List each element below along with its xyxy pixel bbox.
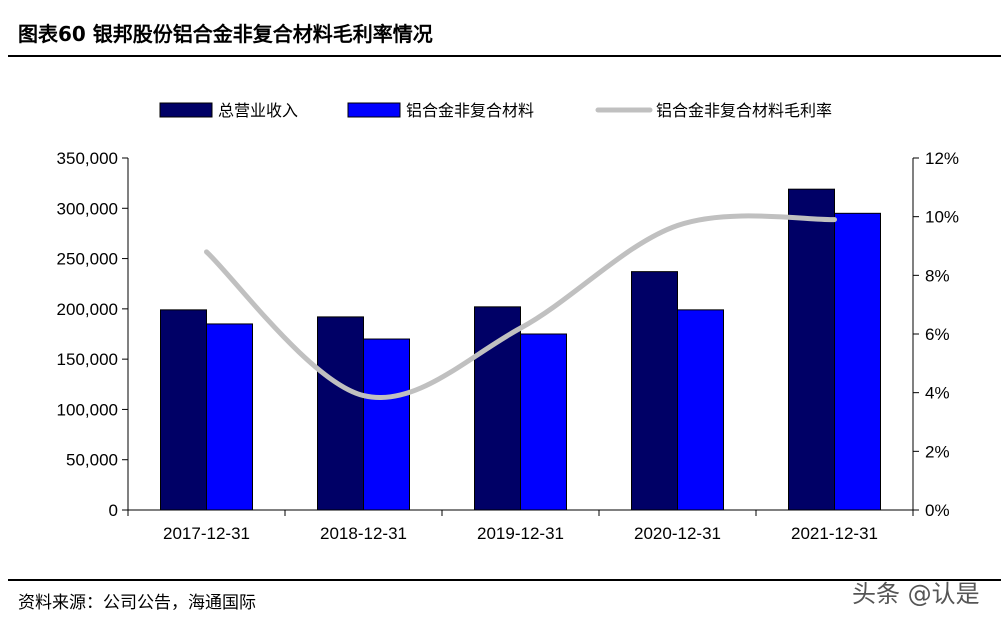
legend-swatch-material — [347, 102, 401, 118]
revenue-bar — [474, 306, 521, 511]
revenue-bar — [160, 309, 207, 511]
title-bar: 图表60 银邦股份铝合金非复合材料毛利率情况 — [0, 0, 1001, 58]
x-tick-label: 2021-12-31 — [791, 524, 878, 543]
line-group — [204, 213, 837, 400]
x-tick-label: 2017-12-31 — [163, 524, 250, 543]
y-left-tick-label: 200,000 — [57, 300, 118, 319]
revenue-bar — [631, 271, 678, 511]
y-left-tick-label: 0 — [109, 501, 118, 520]
y-left-tick-label: 350,000 — [57, 149, 118, 168]
material-bar — [834, 212, 881, 511]
y-left-tick-label: 300,000 — [57, 199, 118, 218]
legend-label-revenue: 总营业收入 — [218, 101, 298, 120]
material-bar — [520, 333, 567, 511]
y-left-tick-label: 150,000 — [57, 350, 118, 369]
revenue-bar — [317, 316, 364, 511]
legend-swatch-revenue — [159, 102, 213, 118]
top-divider — [8, 55, 1001, 57]
margin-line — [204, 213, 837, 400]
y-right-tick-label: 10% — [925, 208, 959, 227]
y-left-tick-label: 250,000 — [57, 250, 118, 269]
x-tick-label: 2020-12-31 — [634, 524, 721, 543]
legend: 总营业收入 铝合金非复合材料 铝合金非复合材料毛利率 — [159, 101, 832, 120]
legend-label-material: 铝合金非复合材料 — [406, 101, 534, 120]
y-right-tick-label: 4% — [925, 384, 950, 403]
watermark: 头条 @认是 — [852, 580, 980, 608]
x-tick-label: 2019-12-31 — [477, 524, 564, 543]
y-right-tick-label: 12% — [925, 149, 959, 168]
axes-group: 0 50,000 100,000 150,000 200,000 250,000 300,0… — [57, 149, 959, 543]
material-bar — [206, 323, 253, 511]
y-left-tick-label: 50,000 — [66, 451, 118, 470]
legend-label-margin: 铝合金非复合材料毛利率 — [656, 101, 832, 120]
material-bar — [677, 309, 724, 511]
y-left-tick-label: 100,000 — [57, 400, 118, 419]
page-title: 图表60 银邦股份铝合金非复合材料毛利率情况 — [18, 22, 433, 46]
y-right-tick-label: 6% — [925, 325, 950, 344]
y-right-tick-label: 8% — [925, 266, 950, 285]
bottom-divider — [8, 579, 1001, 581]
source-note: 资料来源：公司公告，海通国际 — [18, 593, 256, 613]
material-bar — [363, 338, 410, 511]
y-right-tick-label: 2% — [925, 442, 950, 461]
x-tick-label: 2018-12-31 — [320, 524, 407, 543]
bars-group — [160, 188, 881, 511]
y-right-tick-label: 0% — [925, 501, 950, 520]
revenue-bar — [788, 188, 835, 511]
